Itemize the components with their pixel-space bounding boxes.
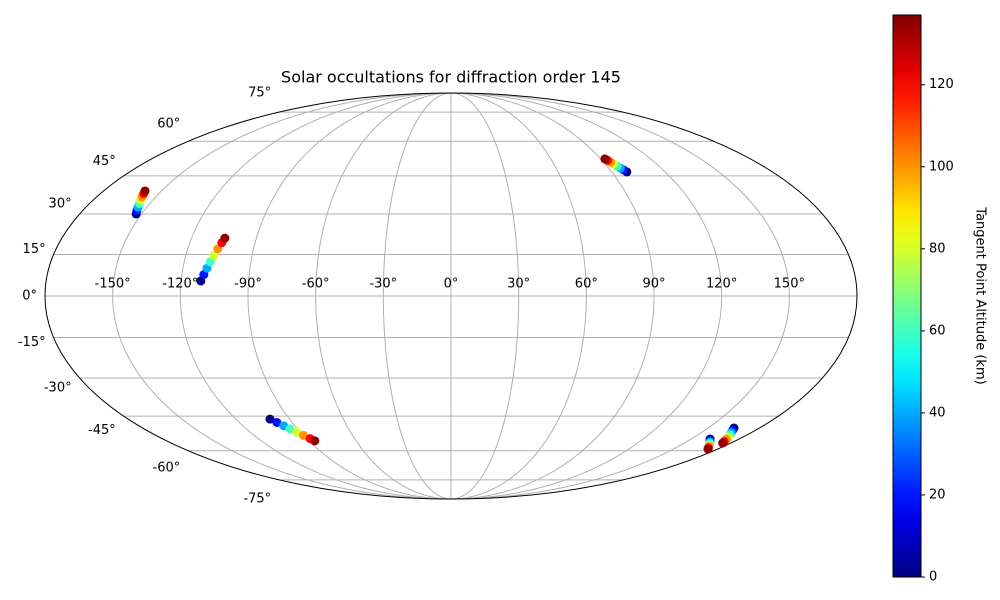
point <box>285 424 295 434</box>
grid-line <box>247 92 452 500</box>
y-tick-label: 15° <box>23 242 46 257</box>
y-tick-label: -75° <box>243 492 271 507</box>
colorbar: 0 20 40 60 80 100 120 <box>892 14 954 585</box>
colorbar-tick-label: 60 <box>929 323 946 338</box>
grid-line <box>179 92 452 500</box>
grid-line <box>112 92 452 500</box>
tick-labels: -75° -60° -45° -30° -15° 0° 15° 30° 45° 60° 75° -15… <box>18 85 805 506</box>
grid-line <box>315 92 452 500</box>
point <box>600 154 610 164</box>
y-tick-label: 30° <box>49 196 72 211</box>
point <box>140 186 150 196</box>
grid-line <box>450 92 587 500</box>
points <box>131 154 739 454</box>
y-tick-label: 75° <box>248 85 271 100</box>
x-tick-label: -30° <box>369 277 397 292</box>
x-tick-label: 120° <box>706 277 737 292</box>
x-tick-label: -60° <box>302 277 330 292</box>
chart-title: Solar occultations for diffraction order… <box>281 68 621 87</box>
point <box>220 233 230 243</box>
grid-line <box>450 92 723 500</box>
x-tick-label: -150° <box>95 277 131 292</box>
grid-line <box>450 92 655 500</box>
colorbar-tick-label: 120 <box>929 77 954 92</box>
colorbar-tick-label: 20 <box>929 487 946 502</box>
x-tick-label: 90° <box>642 277 665 292</box>
point <box>292 427 302 437</box>
point <box>209 251 219 261</box>
colorbar-tick-label: 80 <box>929 241 946 256</box>
y-tick-label: -30° <box>44 381 72 396</box>
y-tick-label: 0° <box>22 289 37 304</box>
x-tick-label: 150° <box>774 277 805 292</box>
point <box>272 417 282 427</box>
y-tick-label: -15° <box>18 335 46 350</box>
point <box>310 436 320 446</box>
x-tick-label: -120° <box>162 277 198 292</box>
point <box>703 444 713 454</box>
x-tick-label: 30° <box>507 277 530 292</box>
point <box>718 438 728 448</box>
colorbar-label: Tangent Point Altitude (km) <box>973 206 988 384</box>
colorbar-tick-label: 0 <box>929 570 937 585</box>
colorbar-fill <box>892 14 922 578</box>
x-tick-label: -90° <box>234 277 262 292</box>
y-tick-label: -60° <box>153 461 181 476</box>
grid-line <box>450 92 790 500</box>
point <box>265 414 275 424</box>
grid-line <box>382 92 452 500</box>
y-tick-label: 60° <box>157 116 180 131</box>
grid <box>45 92 857 500</box>
x-tick-label: 60° <box>575 277 598 292</box>
x-tick-label: 0° <box>444 277 459 292</box>
grid-line <box>450 92 520 500</box>
map-boundary <box>44 92 858 500</box>
colorbar-tick-label: 100 <box>929 159 954 174</box>
y-tick-label: -45° <box>88 423 116 438</box>
colorbar-tick-label: 40 <box>929 405 946 420</box>
y-tick-label: 45° <box>93 154 116 169</box>
